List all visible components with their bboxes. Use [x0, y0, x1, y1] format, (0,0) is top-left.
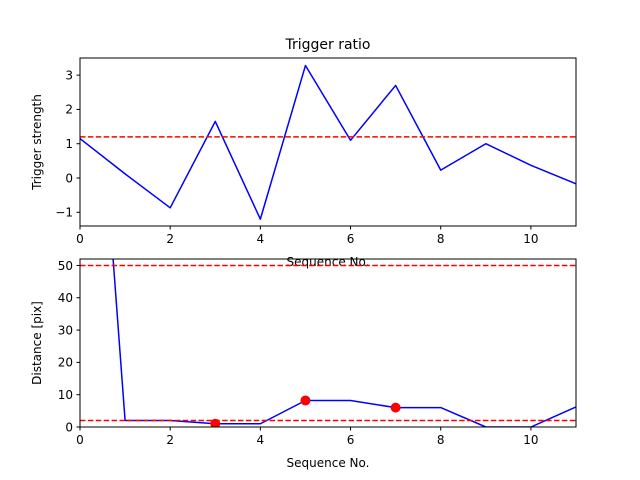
y-tick-label: 50: [58, 259, 73, 273]
x-tick-label: 8: [437, 232, 445, 246]
series-line: [80, 64, 576, 220]
point-marker: [210, 418, 221, 427]
y-ticks: 0 10 20 30 40 50: [58, 259, 80, 434]
plot-area: [79, 258, 577, 428]
y-axis-label: Trigger strength: [30, 94, 44, 191]
x-tick-label: 4: [257, 433, 265, 447]
x-tick-label: 10: [523, 433, 538, 447]
x-tick-label: 4: [257, 232, 265, 246]
x-tick-label: 6: [347, 232, 355, 246]
y-tick-label: −1: [55, 206, 73, 220]
x-tick-label: 8: [437, 433, 445, 447]
plot-content: [80, 64, 576, 220]
x-tick-label: 2: [166, 433, 174, 447]
x-tick-label: 10: [523, 232, 538, 246]
y-ticks: −1 0 1 2 3: [55, 68, 80, 220]
y-tick-label: 3: [65, 68, 73, 82]
x-tick-label: 6: [347, 433, 355, 447]
x-ticks: 0 2 4 6 8 10: [76, 226, 539, 246]
y-tick-label: 10: [58, 388, 73, 402]
x-axis-label: Sequence No.: [287, 456, 370, 470]
y-tick-label: 1: [65, 137, 73, 151]
y-tick-label: 0: [65, 420, 73, 434]
axes-frame: [79, 258, 577, 428]
x-ticks: 0 2 4 6 8 10: [76, 427, 539, 447]
y-axis-label: Distance [pix]: [30, 301, 44, 385]
plot-content: [80, 259, 576, 427]
y-tick-label: 40: [58, 291, 73, 305]
chart-distance: Distance [pix] 0 2 4 6 8 10 0 10 20 30 40 50 Seque…: [30, 258, 577, 470]
y-tick-label: 20: [58, 356, 73, 370]
chart-title: Trigger ratio: [284, 37, 370, 53]
x-tick-label: 2: [166, 232, 174, 246]
x-axis-label: Sequence No.: [287, 255, 370, 269]
y-tick-label: 2: [65, 103, 73, 117]
y-tick-label: 0: [65, 171, 73, 185]
y-tick-label: 30: [58, 323, 73, 337]
point-marker: [300, 395, 311, 406]
x-tick-label: 0: [76, 232, 84, 246]
axes-frame: [79, 57, 577, 227]
point-marker: [390, 402, 401, 413]
plot-area: [79, 57, 577, 227]
x-tick-label: 0: [76, 433, 84, 447]
